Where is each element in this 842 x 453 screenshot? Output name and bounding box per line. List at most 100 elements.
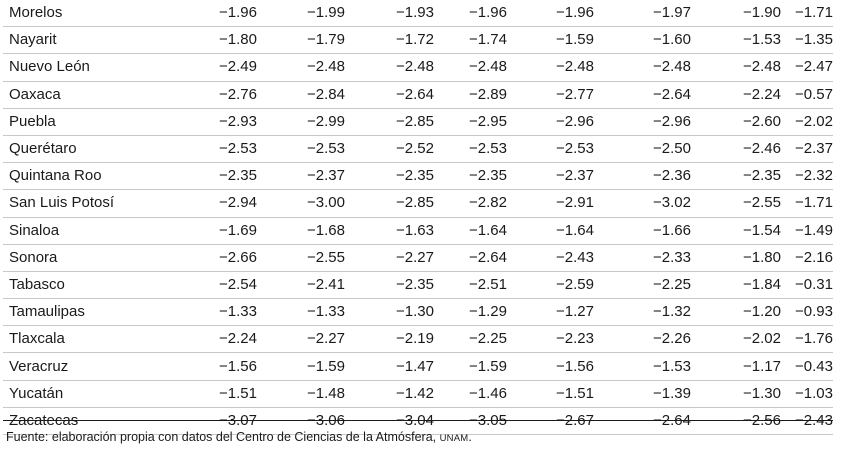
value-cell: −1.71 <box>781 0 833 28</box>
value-cell: −2.50 <box>594 135 691 164</box>
value-cell: −2.55 <box>691 189 781 218</box>
value-cell: −1.51 <box>507 380 594 408</box>
table-row: Yucatán −1.51 −1.48 −1.42 −1.46 −1.51 −1.39 −1.… <box>3 380 833 408</box>
value-cell: −3.04 <box>345 407 434 436</box>
value-cell: −2.27 <box>257 325 345 354</box>
value-cell: −2.84 <box>257 81 345 109</box>
table-row: Oaxaca −2.76 −2.84 −2.64 −2.89 −2.77 −2.64 −2.2… <box>3 81 833 109</box>
value-cell: −2.35 <box>345 162 434 191</box>
value-cell: −1.56 <box>507 352 594 381</box>
value-cell: −1.47 <box>345 352 434 381</box>
state-name-cell: Zacatecas <box>3 407 181 436</box>
value-cell: −2.48 <box>257 53 345 82</box>
value-cell: −1.51 <box>181 380 257 408</box>
value-cell: −3.00 <box>257 189 345 218</box>
value-cell: −0.31 <box>781 271 833 300</box>
value-cell: −2.66 <box>181 244 257 272</box>
value-cell: −2.56 <box>691 407 781 436</box>
value-cell: −2.96 <box>507 108 594 136</box>
state-name-cell: Tlaxcala <box>3 325 181 354</box>
value-cell: −2.93 <box>181 108 257 136</box>
value-cell: −2.36 <box>594 162 691 191</box>
value-cell: −2.33 <box>594 244 691 272</box>
value-cell: −2.24 <box>181 325 257 354</box>
value-cell: −3.02 <box>594 189 691 218</box>
value-cell: −1.63 <box>345 217 434 245</box>
value-cell: −0.57 <box>781 81 833 109</box>
value-cell: −2.25 <box>594 271 691 300</box>
value-cell: −1.30 <box>345 298 434 327</box>
value-cell: −2.55 <box>257 244 345 272</box>
value-cell: −1.97 <box>594 0 691 28</box>
value-cell: −1.29 <box>434 298 507 327</box>
table-row: Tlaxcala −2.24 −2.27 −2.19 −2.25 −2.23 −2.26 −2… <box>3 325 833 354</box>
value-cell: −1.84 <box>691 271 781 300</box>
value-cell: −2.60 <box>691 108 781 136</box>
value-cell: −2.47 <box>781 53 833 82</box>
value-cell: −1.64 <box>434 217 507 245</box>
data-table: Morelos −1.96 −1.99 −1.93 −1.96 −1.96 −1.97 −1.… <box>3 0 833 436</box>
value-cell: −1.27 <box>507 298 594 327</box>
value-cell: −2.64 <box>594 81 691 109</box>
value-cell: −1.72 <box>345 26 434 55</box>
value-cell: −2.46 <box>691 135 781 164</box>
value-cell: −2.51 <box>434 271 507 300</box>
value-cell: −1.30 <box>691 380 781 408</box>
state-name-cell: Nayarit <box>3 26 181 55</box>
value-cell: −1.59 <box>434 352 507 381</box>
value-cell: −2.41 <box>257 271 345 300</box>
data-table-container: Morelos −1.96 −1.99 −1.93 −1.96 −1.96 −1.97 −1.… <box>3 0 833 436</box>
value-cell: −2.37 <box>257 162 345 191</box>
value-cell: −2.53 <box>507 135 594 164</box>
value-cell: −2.48 <box>434 53 507 82</box>
value-cell: −2.37 <box>781 135 833 164</box>
value-cell: −2.48 <box>691 53 781 82</box>
value-cell: −1.59 <box>507 26 594 55</box>
value-cell: −1.96 <box>507 0 594 28</box>
value-cell: −2.77 <box>507 81 594 109</box>
value-cell: −2.48 <box>507 53 594 82</box>
value-cell: −1.96 <box>434 0 507 28</box>
value-cell: −2.85 <box>345 189 434 218</box>
value-cell: −2.85 <box>345 108 434 136</box>
table-row: Tabasco −2.54 −2.41 −2.35 −2.51 −2.59 −2.25 −1.… <box>3 271 833 300</box>
value-cell: −1.74 <box>434 26 507 55</box>
state-name-cell: Yucatán <box>3 380 181 408</box>
state-name-cell: Quintana Roo <box>3 162 181 191</box>
value-cell: −1.99 <box>257 0 345 28</box>
value-cell: −1.93 <box>345 0 434 28</box>
value-cell: −2.16 <box>781 244 833 272</box>
value-cell: −2.32 <box>781 162 833 191</box>
value-cell: −1.54 <box>691 217 781 245</box>
table-row: Morelos −1.96 −1.99 −1.93 −1.96 −1.96 −1.97 −1.… <box>3 0 833 28</box>
state-name-cell: Veracruz <box>3 352 181 381</box>
table-row: San Luis Potosí −2.94 −3.00 −2.85 −2.82 −2.91… <box>3 189 833 218</box>
table-body: Morelos −1.96 −1.99 −1.93 −1.96 −1.96 −1.97 −1.… <box>3 0 833 436</box>
value-cell: −1.35 <box>781 26 833 55</box>
value-cell: −2.54 <box>181 271 257 300</box>
state-name-cell: Oaxaca <box>3 81 181 109</box>
value-cell: −2.02 <box>691 325 781 354</box>
value-cell: −1.03 <box>781 380 833 408</box>
value-cell: −2.91 <box>507 189 594 218</box>
value-cell: −2.23 <box>507 325 594 354</box>
value-cell: −0.93 <box>781 298 833 327</box>
value-cell: −1.39 <box>594 380 691 408</box>
value-cell: −2.25 <box>434 325 507 354</box>
table-row: Zacatecas −3.07 −3.06 −3.04 −3.05 −2.67 −2.64−… <box>3 407 833 436</box>
value-cell: −2.48 <box>594 53 691 82</box>
value-cell: −1.80 <box>181 26 257 55</box>
state-name-cell: Tamaulipas <box>3 298 181 327</box>
value-cell: −1.60 <box>594 26 691 55</box>
value-cell: −2.19 <box>345 325 434 354</box>
table-bottom-rule <box>3 420 833 421</box>
value-cell: −1.53 <box>594 352 691 381</box>
value-cell: −2.37 <box>507 162 594 191</box>
state-name-cell: Puebla <box>3 108 181 136</box>
value-cell: −1.33 <box>181 298 257 327</box>
table-row: Querétaro −2.53 −2.53 −2.52 −2.53 −2.53 −2.50−… <box>3 135 833 164</box>
value-cell: −1.46 <box>434 380 507 408</box>
state-name-cell: San Luis Potosí <box>3 189 181 218</box>
value-cell: −2.99 <box>257 108 345 136</box>
value-cell: −2.26 <box>594 325 691 354</box>
